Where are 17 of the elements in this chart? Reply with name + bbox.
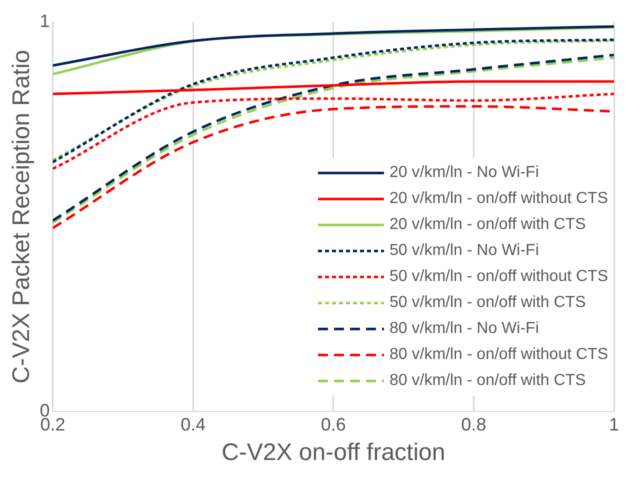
legend-label: 80 v/km/ln - on/off with CTS	[390, 372, 586, 390]
legend-label: 20 v/km/ln - on/off without CTS	[390, 190, 608, 208]
line-series	[52, 80, 614, 96]
legend-label: 80 v/km/ln - No Wi-Fi	[390, 320, 539, 338]
legend-label: 50 v/km/ln - on/off with CTS	[390, 294, 586, 312]
line-series	[52, 25, 614, 67]
legend-label: 50 v/km/ln - No Wi-Fi	[390, 242, 539, 260]
y-axis-title: C-V2X Packet Receiption Ratio	[8, 50, 36, 384]
legend-label: 20 v/km/ln - on/off with CTS	[390, 216, 586, 234]
legend-label: 50 v/km/ln - on/off without CTS	[390, 268, 608, 286]
legend-label: 80 v/km/ln - on/off without CTS	[390, 346, 608, 364]
x-tick-label: 0.8	[461, 414, 486, 434]
x-tick-label: 0.6	[320, 414, 346, 434]
x-axis-title: C-V2X on-off fraction	[222, 439, 446, 466]
x-tick-label: 1	[608, 414, 620, 434]
legend-label: 20 v/km/ln - No Wi-Fi	[390, 164, 539, 182]
x-tick-label: 0.4	[180, 414, 206, 434]
